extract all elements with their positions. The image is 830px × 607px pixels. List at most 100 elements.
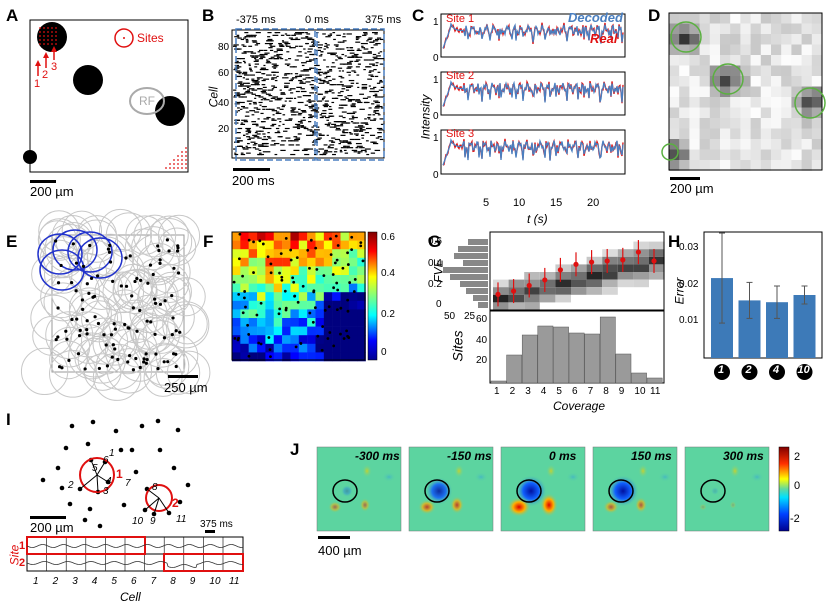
panel-label-b: B — [202, 6, 215, 25]
panel-label-h: H — [668, 232, 681, 251]
stimulus-map — [316, 446, 402, 532]
i-xtick: 10 — [209, 576, 221, 587]
cell-dot — [118, 447, 124, 453]
rf-label: RF — [139, 94, 155, 108]
on-region — [729, 501, 737, 509]
i-xtick: 2 — [52, 576, 59, 587]
h-ytick: 0.01 — [679, 315, 699, 326]
cell-number: 2 — [68, 480, 74, 491]
i-xtick: 5 — [111, 576, 117, 587]
cell-dot — [59, 485, 65, 491]
error-bar — [766, 302, 788, 358]
j-cbar-tick: 0 — [794, 480, 801, 492]
f-cbar-tick: 0 — [381, 347, 387, 358]
site-2-marker: 2 — [172, 496, 179, 510]
fve-point — [604, 258, 610, 264]
on-region — [540, 493, 558, 517]
panel-b-ytick: 60 — [218, 68, 230, 79]
g-xtick: 3 — [525, 386, 531, 397]
panel-c-ytick: 1 — [433, 133, 439, 144]
site-label-1: 1 — [34, 78, 41, 90]
on-region — [418, 499, 436, 515]
fve-point — [510, 288, 517, 294]
panel-c-xtick: 20 — [587, 197, 600, 209]
fve-point — [557, 267, 564, 273]
coverage-bar — [584, 333, 601, 384]
f-cbar-tick: 0.2 — [381, 309, 395, 320]
g-xtick: 2 — [509, 386, 516, 397]
panel-d-scale: 200 µm — [670, 181, 714, 196]
on-region — [450, 496, 464, 514]
cell-dot — [177, 499, 183, 505]
g-xtick: 1 — [494, 386, 500, 397]
decoded-trace — [442, 137, 624, 166]
fve-point — [635, 249, 642, 255]
cell-dot — [157, 447, 163, 453]
panel-b-ytick: 40 — [218, 98, 230, 109]
g-ytick: 0.2 — [428, 279, 442, 290]
error-bar — [793, 295, 816, 358]
coverage-bar — [506, 354, 523, 384]
cell-number: 11 — [176, 514, 187, 525]
fve-point — [589, 259, 595, 265]
site-1-marker: 1 — [116, 467, 123, 481]
j-time-label: -150 ms — [447, 449, 492, 463]
cell-dot — [121, 502, 127, 508]
panel-label-f: F — [203, 232, 214, 251]
cell-number: 4 — [106, 476, 112, 487]
off-region — [607, 475, 639, 507]
category-badge — [796, 364, 813, 380]
g-xtick: 6 — [572, 386, 578, 397]
cell-number: 6 — [103, 455, 109, 466]
g-bar-ytick: 60 — [476, 314, 488, 325]
j-time-label: 300 ms — [723, 449, 764, 463]
cell-dot — [69, 423, 75, 429]
coverage-bar — [553, 326, 569, 384]
rf-outline — [332, 479, 358, 503]
coverage-bar — [599, 316, 616, 384]
error-bar — [738, 300, 761, 358]
category-badge — [741, 364, 758, 380]
on-region — [603, 500, 619, 514]
g-xtick: 10 — [634, 386, 646, 397]
site-2-box — [163, 553, 244, 572]
panel-j-scale: 400 µm — [318, 543, 362, 558]
decoded-trace — [442, 80, 624, 107]
category-badge — [714, 364, 730, 380]
cell-dot — [185, 482, 191, 488]
rf-outline — [608, 479, 634, 503]
panel-b-ytick: 20 — [218, 124, 230, 135]
panel-label-d: D — [648, 6, 661, 25]
cell-dot — [97, 523, 103, 529]
g-hist-xtick: 50 — [444, 311, 456, 322]
rf-outline — [516, 479, 542, 503]
stimulus-map — [684, 446, 770, 532]
site-row-2: 2 — [19, 557, 26, 569]
panel-label-c: C — [412, 6, 425, 25]
panel-c-xtick: 5 — [483, 197, 490, 209]
on-region — [699, 503, 707, 511]
off-region — [710, 486, 720, 496]
rf-outline — [700, 479, 726, 503]
coverage-bar — [521, 334, 538, 384]
panel-label-j: J — [290, 440, 300, 459]
j-cbar-tick: -2 — [790, 513, 800, 525]
panel-b-scale: 200 ms — [232, 173, 275, 188]
cell-dot — [90, 419, 96, 425]
fve-point — [526, 282, 532, 289]
h-category-label: 4 — [773, 364, 780, 376]
panel-c-xlabel: t (s) — [527, 212, 548, 226]
cell-dot — [40, 477, 46, 483]
fve-point — [495, 291, 501, 297]
i-xtick: 9 — [189, 576, 196, 587]
cell-dot — [133, 469, 139, 475]
cell-dot — [129, 447, 135, 453]
panel-c-ytick: 0 — [433, 170, 439, 181]
coverage-bar — [537, 325, 554, 384]
decoded-trace — [442, 22, 624, 49]
cell-dot — [175, 427, 181, 433]
